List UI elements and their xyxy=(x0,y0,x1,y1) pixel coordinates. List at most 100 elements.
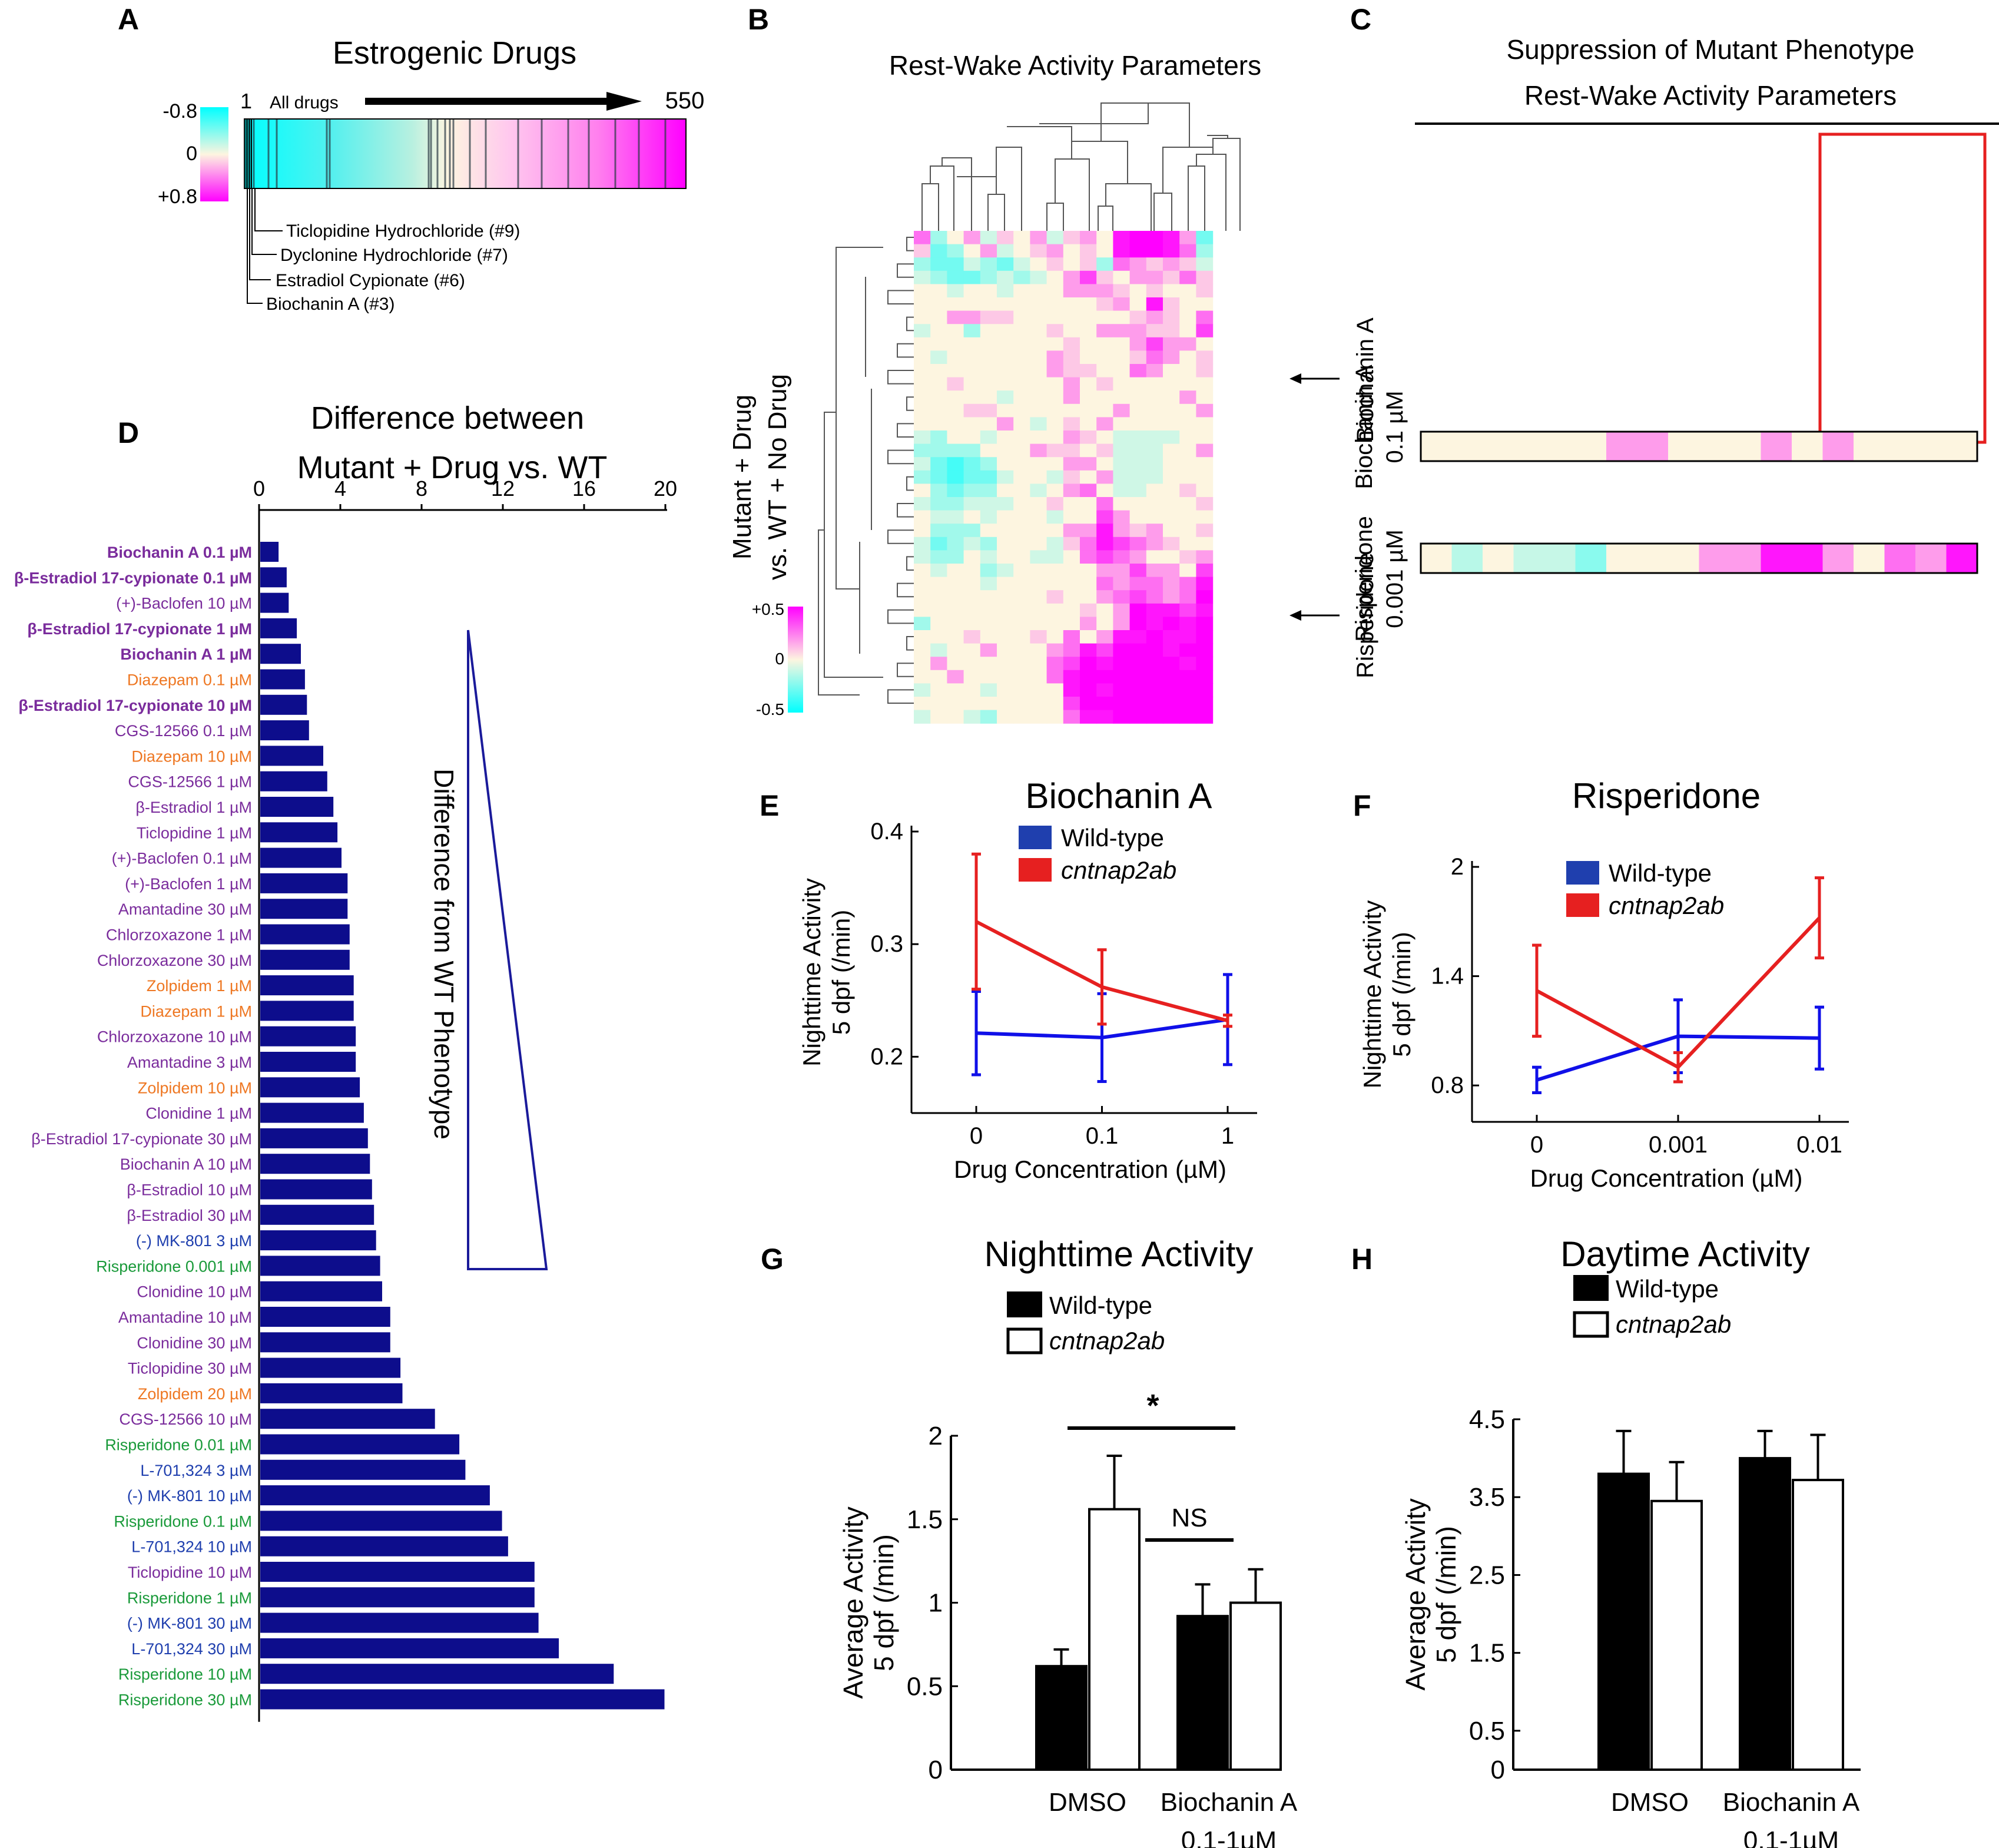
heat-cell xyxy=(930,536,947,551)
panel-a-callout-1: Ticlopidine Hydrochloride (#9) xyxy=(286,221,520,241)
heat-cell xyxy=(1163,297,1180,312)
dendrogram-branch xyxy=(897,663,914,677)
heat-cell xyxy=(1080,670,1097,684)
heat-cell xyxy=(930,350,947,365)
heat-cell xyxy=(930,244,947,258)
heat-cell xyxy=(1163,697,1180,711)
heat-cell xyxy=(963,536,981,551)
heat-cell xyxy=(1013,324,1030,338)
bar-label: β-Estradiol 1 µM xyxy=(135,799,252,816)
heat-cell xyxy=(963,350,981,365)
heat-cell xyxy=(930,590,947,604)
y-tick-label: 4.5 xyxy=(1469,1405,1505,1434)
bar xyxy=(260,797,334,817)
heat-cell xyxy=(1030,536,1047,551)
heat-cell xyxy=(1030,457,1047,471)
heat-cell xyxy=(997,470,1014,484)
heat-cell xyxy=(1113,244,1131,258)
heat-cell xyxy=(1046,697,1064,711)
heat-cell xyxy=(963,697,981,711)
bar xyxy=(260,899,348,919)
heat-cell xyxy=(963,430,981,445)
heat-cell xyxy=(1179,284,1196,298)
bar xyxy=(260,542,279,562)
heat-cell xyxy=(997,377,1014,391)
legend-label-mut: cntnap2ab xyxy=(1049,1327,1165,1354)
heat-cell xyxy=(1196,577,1214,591)
heat-cell xyxy=(1113,430,1131,445)
heat-cell xyxy=(1163,550,1180,564)
heat-cell xyxy=(997,443,1014,458)
dendrogram-branch xyxy=(1212,138,1241,231)
heat-cell xyxy=(1096,270,1113,284)
heat-cell xyxy=(1030,657,1047,671)
heat-cell xyxy=(1146,297,1163,312)
panel-a-callout-4: Biochanin A (#3) xyxy=(266,294,395,314)
heat-cell xyxy=(963,231,981,245)
panel-b-scale-top: +0.5 xyxy=(752,600,784,618)
heat-cell xyxy=(1163,590,1180,604)
heat-cell xyxy=(1113,497,1131,511)
heat-cell xyxy=(914,617,931,631)
panel-e-title: Biochanin A xyxy=(1026,776,1212,816)
heat-cell xyxy=(1096,497,1113,511)
dendrogram-branch xyxy=(906,316,914,332)
strip-cell xyxy=(1761,432,1792,461)
heat-cell xyxy=(914,657,931,671)
heat-cell xyxy=(980,244,997,258)
heat-cell xyxy=(1179,710,1196,724)
heat-cell xyxy=(1146,564,1163,578)
heat-cell xyxy=(947,350,964,365)
legend-label-mut: cntnap2ab xyxy=(1616,1310,1731,1338)
heat-cell xyxy=(980,524,997,538)
heat-cell xyxy=(1030,417,1047,431)
heat-cell xyxy=(1063,603,1080,617)
strip-cell xyxy=(1606,544,1637,573)
heat-cell xyxy=(914,377,931,391)
heat-cell xyxy=(1013,657,1030,671)
heat-cell xyxy=(1013,231,1030,245)
heat-cell xyxy=(1046,603,1064,617)
heat-cell xyxy=(980,657,997,671)
heat-cell xyxy=(1163,270,1180,284)
heat-cell xyxy=(1179,524,1196,538)
heat-cell xyxy=(1013,310,1030,324)
heat-cell xyxy=(997,244,1014,258)
dendrogram-branch xyxy=(906,556,914,571)
heat-cell xyxy=(1196,377,1214,391)
heat-cell xyxy=(914,270,931,284)
bar-label: Risperidone 0.1 µM xyxy=(114,1512,252,1530)
heat-cell xyxy=(997,550,1014,564)
heat-cell xyxy=(947,683,964,697)
heat-cell xyxy=(1080,390,1097,405)
heat-cell xyxy=(1063,364,1080,378)
heat-cell xyxy=(1179,683,1196,697)
heat-cell xyxy=(930,577,947,591)
heat-cell xyxy=(947,443,964,458)
heat-cell xyxy=(1080,497,1097,511)
heat-cell xyxy=(1063,630,1080,644)
bar-label: Diazepam 1 µM xyxy=(140,1002,252,1020)
bar-label: Risperidone 0.01 µM xyxy=(105,1436,252,1454)
heat-cell xyxy=(1096,510,1113,524)
heat-cell xyxy=(1080,257,1097,271)
heat-cell xyxy=(930,310,947,324)
heat-cell xyxy=(1046,657,1064,671)
heat-cell xyxy=(1163,390,1180,405)
y-tick-label: 2 xyxy=(929,1422,943,1450)
dendrogram-branch xyxy=(987,194,1005,231)
heat-cell xyxy=(1080,297,1097,312)
heat-cell xyxy=(914,536,931,551)
heat-cell xyxy=(963,550,981,564)
heat-cell xyxy=(914,244,931,258)
strip-cell xyxy=(1513,544,1545,573)
heat-cell xyxy=(947,657,964,671)
heat-cell xyxy=(1129,390,1147,405)
heat-cell xyxy=(914,297,931,312)
heat-cell xyxy=(1046,510,1064,524)
heat-cell xyxy=(963,670,981,684)
y-axis-label-1: Nighttime Activity xyxy=(1358,900,1386,1089)
heat-cell xyxy=(914,564,931,578)
bar xyxy=(260,1664,614,1684)
heat-cell xyxy=(1146,536,1163,551)
